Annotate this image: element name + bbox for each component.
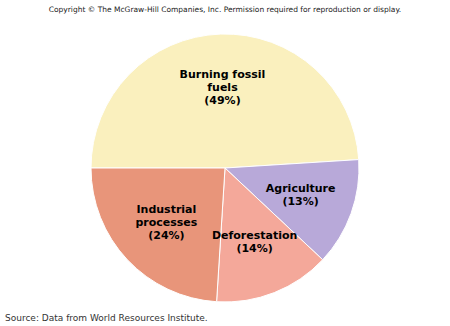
- slice-label: Agriculture: [266, 182, 336, 195]
- slice-label-line: Deforestation: [212, 229, 297, 242]
- slice: [91, 34, 359, 168]
- slice-label-line: processes: [135, 216, 197, 229]
- slice-label-line: Burning fossil: [180, 68, 266, 81]
- data-label: (49%): [204, 94, 240, 107]
- slice: [91, 168, 225, 302]
- slice-label: Burning fossilfuels: [180, 68, 266, 94]
- data-label: (24%): [148, 229, 184, 242]
- slice-label-line: fuels: [207, 81, 238, 94]
- data-label: (13%): [282, 195, 318, 208]
- data-label: (14%): [236, 242, 272, 255]
- chart: Copyright © The McGraw-Hill Companies, I…: [0, 0, 450, 326]
- annotation: Source: Data from World Resources Instit…: [5, 313, 208, 323]
- slice-label-line: Agriculture: [266, 182, 336, 195]
- slices: [91, 34, 359, 302]
- slice-label-line: Industrial: [136, 203, 196, 216]
- labels: Burning fossilfuels(49%) Agriculture(13%)…: [135, 68, 335, 256]
- slice-label: Deforestation: [212, 229, 297, 242]
- title: Copyright © The McGraw-Hill Companies, I…: [49, 5, 401, 14]
- slice-label: Industrialprocesses: [135, 203, 197, 229]
- pie: Burning fossilfuels(49%) Agriculture(13%)…: [91, 34, 359, 302]
